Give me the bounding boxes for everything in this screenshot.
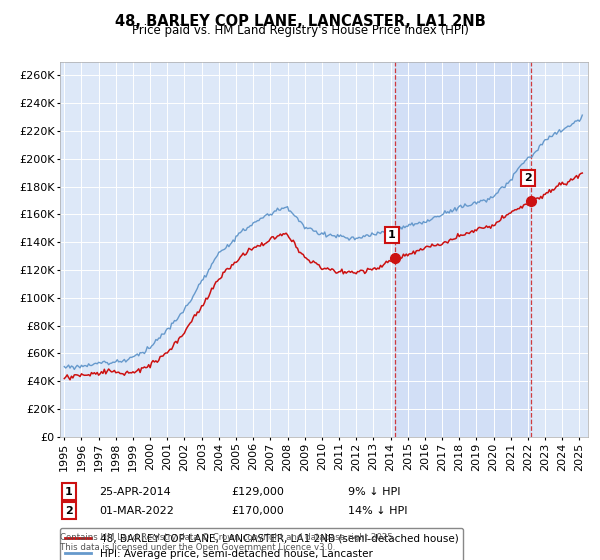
Text: Price paid vs. HM Land Registry's House Price Index (HPI): Price paid vs. HM Land Registry's House … [131, 24, 469, 37]
Text: £129,000: £129,000 [231, 487, 284, 497]
Text: 25-APR-2014: 25-APR-2014 [99, 487, 171, 497]
Text: £170,000: £170,000 [231, 506, 284, 516]
Text: 48, BARLEY COP LANE, LANCASTER, LA1 2NB: 48, BARLEY COP LANE, LANCASTER, LA1 2NB [115, 14, 485, 29]
Text: This data is licensed under the Open Government Licence v3.0.: This data is licensed under the Open Gov… [60, 543, 335, 552]
Text: 1: 1 [65, 487, 73, 497]
Text: 14% ↓ HPI: 14% ↓ HPI [348, 506, 407, 516]
Text: 9% ↓ HPI: 9% ↓ HPI [348, 487, 401, 497]
Legend: 48, BARLEY COP LANE, LANCASTER, LA1 2NB (semi-detached house), HPI: Average pric: 48, BARLEY COP LANE, LANCASTER, LA1 2NB … [60, 528, 463, 560]
Text: Contains HM Land Registry data © Crown copyright and database right 2025.: Contains HM Land Registry data © Crown c… [60, 533, 395, 542]
Text: 2: 2 [524, 173, 532, 183]
Bar [395, 62, 531, 437]
Text: 2: 2 [65, 506, 73, 516]
Text: 01-MAR-2022: 01-MAR-2022 [99, 506, 174, 516]
Text: 1: 1 [388, 230, 396, 240]
